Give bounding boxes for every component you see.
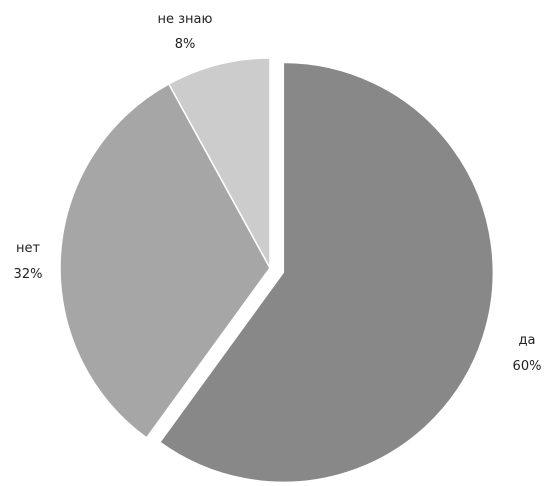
slice-da bbox=[158, 61, 494, 484]
slice-ne-znayu bbox=[167, 57, 271, 269]
slice-net bbox=[59, 82, 271, 439]
slice-label-net: нет bbox=[16, 241, 40, 256]
slice-pct-net: 32% bbox=[14, 267, 43, 282]
slice-pct-ne-znayu: 8% bbox=[175, 37, 196, 52]
slice-pct-da: 60% bbox=[513, 359, 542, 374]
slice-label-da: да bbox=[519, 333, 536, 348]
pie-slices bbox=[59, 57, 494, 484]
slice-label-ne-znayu: не знаю bbox=[158, 12, 213, 27]
slice-labels: да 60% нет 32% не знаю 8% bbox=[14, 12, 542, 374]
